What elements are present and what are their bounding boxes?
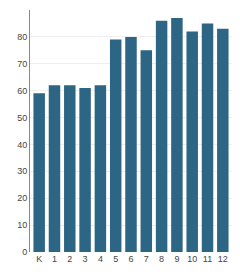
svg-text:10: 10: [187, 254, 197, 264]
svg-text:K: K: [36, 254, 42, 264]
svg-text:5: 5: [113, 254, 118, 264]
svg-text:3: 3: [83, 254, 88, 264]
svg-text:10: 10: [17, 220, 27, 230]
svg-text:4: 4: [98, 254, 103, 264]
svg-text:40: 40: [17, 140, 27, 150]
svg-text:9: 9: [174, 254, 179, 264]
svg-text:11: 11: [203, 254, 212, 264]
svg-text:1: 1: [52, 254, 57, 264]
svg-text:60: 60: [17, 86, 27, 96]
svg-text:70: 70: [17, 59, 27, 69]
svg-text:0: 0: [22, 247, 27, 257]
svg-text:7: 7: [144, 254, 149, 264]
svg-text:50: 50: [17, 113, 27, 123]
svg-text:2: 2: [67, 254, 72, 264]
svg-text:6: 6: [128, 254, 133, 264]
svg-text:12: 12: [218, 254, 228, 264]
svg-text:30: 30: [17, 166, 27, 176]
svg-text:20: 20: [17, 193, 27, 203]
svg-text:8: 8: [159, 254, 164, 264]
svg-text:80: 80: [17, 32, 27, 42]
